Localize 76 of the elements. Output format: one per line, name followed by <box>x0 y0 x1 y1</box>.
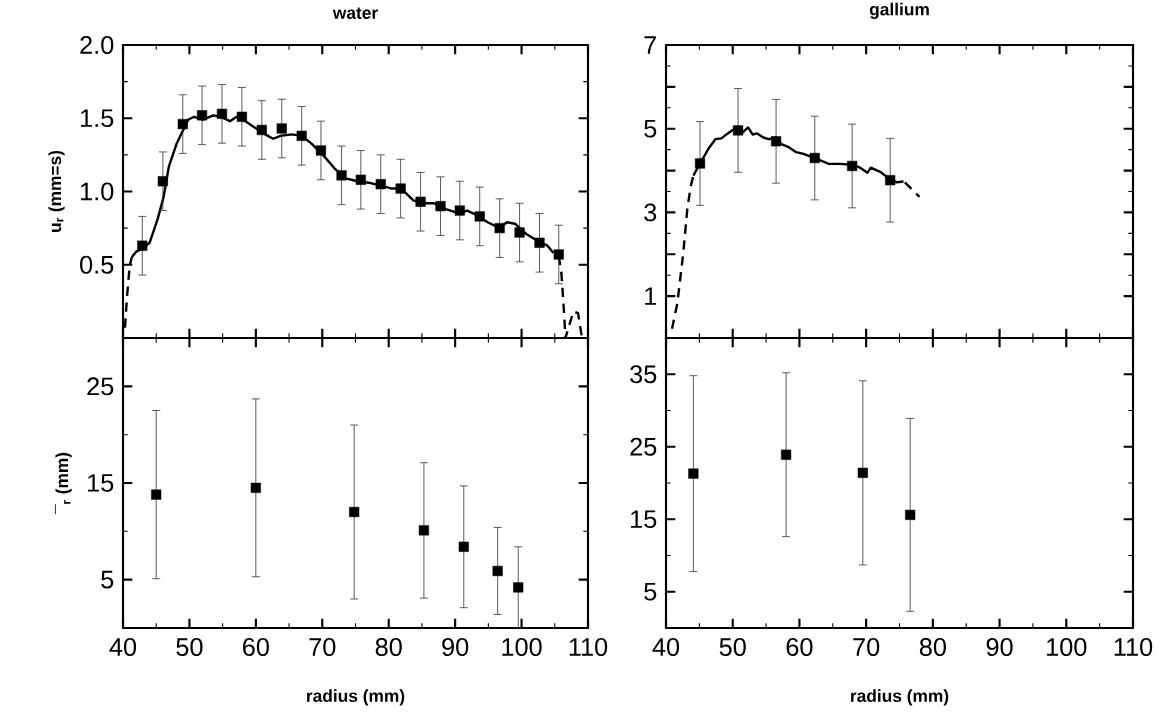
point <box>151 489 162 500</box>
point <box>137 240 148 251</box>
x-tick-label: 100 <box>502 638 542 656</box>
x-axis-title: radius (mm) <box>851 689 949 706</box>
point <box>157 176 168 187</box>
point <box>418 525 429 536</box>
x-tick-label: 90 <box>442 638 469 656</box>
y-tick-label: 1.5 <box>81 109 114 128</box>
point <box>196 110 208 121</box>
x-axis-title: radius (mm) <box>307 689 405 706</box>
point <box>454 205 465 216</box>
x-tick-label: 70 <box>853 638 880 656</box>
point <box>534 237 545 248</box>
point <box>847 160 858 172</box>
x-tick-label: 40 <box>652 638 680 656</box>
point <box>494 223 505 234</box>
chart-title: gallium <box>869 2 929 19</box>
y-tick-label: 15 <box>88 474 114 492</box>
y-tick-label: 1 <box>645 287 657 305</box>
point <box>336 170 347 181</box>
y-tick-label: 25 <box>630 437 657 456</box>
point <box>236 111 247 122</box>
y-tick-label: 1.0 <box>81 182 114 201</box>
point <box>395 183 406 194</box>
x-tick-label: 50 <box>719 638 746 656</box>
point <box>781 449 792 460</box>
point <box>474 211 485 222</box>
point <box>276 123 287 134</box>
point <box>688 468 699 479</box>
point <box>514 227 525 238</box>
y-tick-label: 35 <box>630 365 657 384</box>
y-tick-label: 3 <box>644 203 657 222</box>
x-tick-label: 50 <box>176 638 203 656</box>
point <box>694 158 706 169</box>
x-tick-label: 110 <box>569 638 608 656</box>
y-tick-label: 5 <box>644 582 657 601</box>
y-tick-label: 25 <box>87 377 114 396</box>
point <box>492 565 503 577</box>
point <box>296 130 307 141</box>
x-tick-label: 60 <box>786 638 813 656</box>
y-tick-label: 2.0 <box>80 36 114 54</box>
point <box>458 541 469 552</box>
chart-title: water <box>332 7 378 19</box>
point <box>771 136 782 147</box>
y-tick-label: 5 <box>644 119 657 138</box>
y-tick-label: 7 <box>644 36 657 54</box>
y-tick-label: 0.5 <box>80 255 114 274</box>
x-tick-label: 90 <box>986 638 1013 656</box>
x-tick-label: 60 <box>243 638 269 656</box>
point <box>435 201 446 212</box>
x-tick-label: 80 <box>375 638 402 656</box>
point <box>177 119 188 130</box>
point <box>857 467 868 478</box>
point <box>349 506 360 518</box>
point <box>216 108 228 119</box>
point <box>415 196 426 207</box>
y-axis-title: u$_{r}$ (mm=s) <box>48 150 65 232</box>
point <box>315 145 327 156</box>
y-tick-label: 5 <box>101 570 114 589</box>
point <box>375 179 386 190</box>
x-tick-label: 80 <box>919 638 946 656</box>
point <box>809 152 820 164</box>
x-tick-label: 40 <box>109 638 137 656</box>
x-tick-label: 100 <box>1047 638 1087 656</box>
point <box>256 124 267 136</box>
point <box>250 482 261 493</box>
point <box>355 174 366 185</box>
point <box>732 125 744 136</box>
point <box>513 582 524 593</box>
x-tick-label: 110 <box>1114 638 1153 656</box>
x-tick-label: 70 <box>309 638 336 656</box>
point <box>553 249 564 260</box>
point <box>885 175 896 186</box>
y-tick-label: 15 <box>631 510 657 529</box>
point <box>905 509 916 520</box>
y-axis-title: ¯$_{r}$ (mm) <box>54 452 72 515</box>
